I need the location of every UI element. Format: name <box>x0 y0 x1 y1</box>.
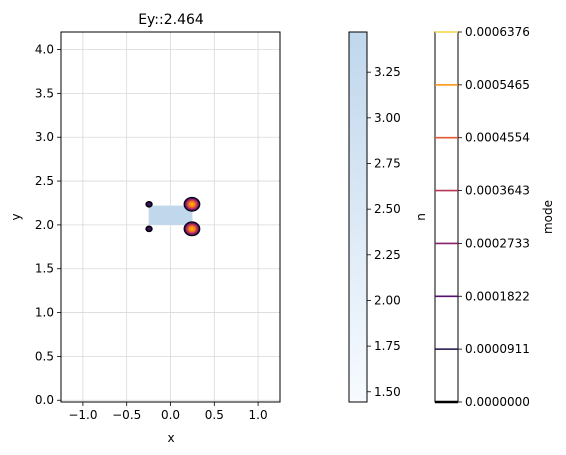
colorbar-n: 1.50 1.75 2.00 2.25 2.50 2.75 3.00 3.25 <box>348 31 401 403</box>
y-tick-label: 2.0 <box>35 218 54 232</box>
contour-level <box>147 227 151 230</box>
x-tick-label: −1.0 <box>68 408 97 422</box>
colorbar-n-tick-label: 1.50 <box>374 385 401 399</box>
colorbar-mode-bar <box>434 31 459 403</box>
y-axis-label: y <box>9 213 23 220</box>
y-tick-label: 1.5 <box>35 262 54 276</box>
y-tick-label: 0.0 <box>35 393 54 407</box>
colorbar-n-tick-label: 2.50 <box>374 202 401 216</box>
y-tick-label: 1.0 <box>35 306 54 320</box>
colorbar-mode-tick-label: 0.0002733 <box>465 236 530 250</box>
colorbar-mode: 0.0000000 0.0000911 0.0001822 0.0002733 0.00… <box>434 25 530 409</box>
colorbar-mode-tick-label: 0.0005465 <box>465 78 530 92</box>
x-tick-label: −0.5 <box>112 408 141 422</box>
colorbar-n-bar <box>348 31 368 403</box>
colorbar-mode-tick-label: 0.0004554 <box>465 131 530 145</box>
colorbar-mode-tick-label: 0.0000911 <box>465 342 530 356</box>
x-tick-label: 1.0 <box>249 408 268 422</box>
colorbar-n-label: n <box>414 213 428 221</box>
mode-lobe <box>183 196 201 212</box>
x-tick-label: 0.5 <box>205 408 224 422</box>
colorbar-mode-tick-label: 0.0000000 <box>465 395 530 409</box>
mode-lobe <box>145 200 153 208</box>
mode-lobe <box>183 221 201 237</box>
y-tick-label: 4.0 <box>35 43 54 57</box>
colorbar-n-tick-label: 3.25 <box>374 65 401 79</box>
colorbar-mode-label: mode <box>541 200 555 234</box>
contour-level <box>191 203 193 206</box>
colorbar-mode-tick-label: 0.0001822 <box>465 289 530 303</box>
colorbar-n-tick-label: 2.00 <box>374 293 401 307</box>
x-axis-label: x <box>167 431 174 445</box>
contour-level <box>191 228 193 230</box>
colorbar-n-tick-label: 2.75 <box>374 156 401 170</box>
colorbar-mode-tick-label: 0.0003643 <box>465 184 530 198</box>
colorbar-n-tick-label: 2.25 <box>374 248 401 262</box>
y-tick-label: 3.0 <box>35 130 54 144</box>
waveguide-core <box>148 205 193 225</box>
y-tick-label: 0.5 <box>35 349 54 363</box>
colorbar-n-tick-label: 1.75 <box>374 339 401 353</box>
mode-lobe <box>145 225 153 233</box>
chart-title: Ey::2.464 <box>138 12 204 28</box>
colorbar-n-tick-label: 3.00 <box>374 111 401 125</box>
y-tick-label: 3.5 <box>35 86 54 100</box>
colorbar-mode-tick-label: 0.0006376 <box>465 25 530 39</box>
x-tick-label: 0.0 <box>161 408 180 422</box>
plot-area: −1.0 −0.5 0.0 0.5 1.0 0.0 0.5 1.0 1.5 2.0 2.5 3.0 3.… <box>35 31 281 422</box>
contour-level <box>147 203 151 206</box>
y-tick-label: 2.5 <box>35 174 54 188</box>
